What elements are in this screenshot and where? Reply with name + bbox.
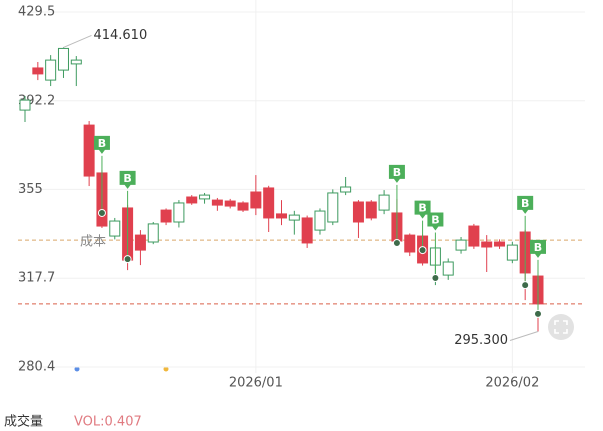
candle-body: [288, 214, 300, 221]
volume-label: VOL:0.407: [74, 415, 142, 430]
reference-label: 成本: [80, 235, 106, 250]
buy-badge: [530, 239, 546, 258]
buy-label: B: [534, 241, 542, 254]
y-tick-label: 317.7: [18, 271, 55, 286]
candle-body: [70, 59, 82, 65]
candle-body: [378, 194, 390, 211]
y-tick-label: 280.4: [18, 360, 55, 375]
candle-body: [365, 201, 377, 219]
candle-body: [481, 241, 493, 248]
candle-body: [327, 192, 339, 223]
candle-body: [250, 191, 262, 209]
dot: [74, 366, 80, 372]
buy-badge: [119, 170, 136, 189]
candle-body: [468, 225, 480, 247]
buy-point: [123, 255, 132, 264]
buy-badge: [427, 212, 444, 231]
candle-body: [263, 187, 275, 219]
candle-body: [301, 217, 313, 244]
candle-body: [404, 234, 416, 253]
buy-badge: [388, 164, 405, 183]
candle-body: [134, 234, 146, 251]
candle-body: [276, 213, 287, 219]
candle-body: [186, 196, 198, 204]
candle-body: [160, 209, 172, 223]
x-tick-label: 2026/02: [485, 376, 539, 391]
buy-badge: [517, 195, 534, 214]
buy-point: [521, 281, 530, 290]
candle-body: [442, 261, 454, 276]
candle-body: [57, 47, 69, 71]
y-tick-label: 429.5: [18, 5, 55, 20]
buy-point: [392, 238, 401, 247]
buy-label: B: [98, 137, 106, 150]
buy-point: [431, 273, 440, 282]
candle-body: [173, 202, 185, 223]
candle-body: [455, 239, 467, 251]
candle-body: [494, 241, 506, 247]
buy-badge: [93, 135, 110, 154]
y-tick-label: 355: [18, 182, 43, 197]
buy-label: B: [418, 202, 426, 215]
buy-point: [97, 208, 106, 217]
x-tick-label: 2026/01: [229, 376, 283, 391]
candle-body: [45, 59, 57, 81]
candle-body: [147, 223, 159, 243]
candle-body: [340, 186, 352, 193]
reset-button[interactable]: [548, 314, 574, 340]
annotation-label: 414.610: [93, 28, 147, 43]
candle-body: [237, 202, 249, 211]
reset-icon: [554, 320, 568, 334]
annotation-label: 295.300: [454, 333, 508, 348]
buy-label: B: [431, 214, 439, 227]
candle-body: [199, 194, 211, 200]
candle-body: [506, 244, 518, 261]
candle-body: [211, 199, 223, 206]
buy-badge: [414, 200, 431, 219]
candle-body: [32, 67, 44, 75]
annotation-leader: [509, 331, 539, 341]
candle-body: [224, 200, 236, 207]
buy-label: B: [521, 197, 529, 210]
buy-point: [418, 246, 427, 255]
buy-point: [534, 309, 542, 318]
dot: [163, 366, 169, 372]
volume-title: 成交量: [4, 414, 43, 430]
candle-body: [352, 201, 364, 223]
candle-body: [314, 210, 326, 231]
candle-body: [19, 99, 31, 111]
annotation-leader: [63, 34, 92, 48]
candle-body: [83, 124, 95, 177]
buy-label: B: [123, 172, 131, 185]
candle-body: [109, 220, 121, 237]
buy-label: B: [393, 166, 401, 179]
